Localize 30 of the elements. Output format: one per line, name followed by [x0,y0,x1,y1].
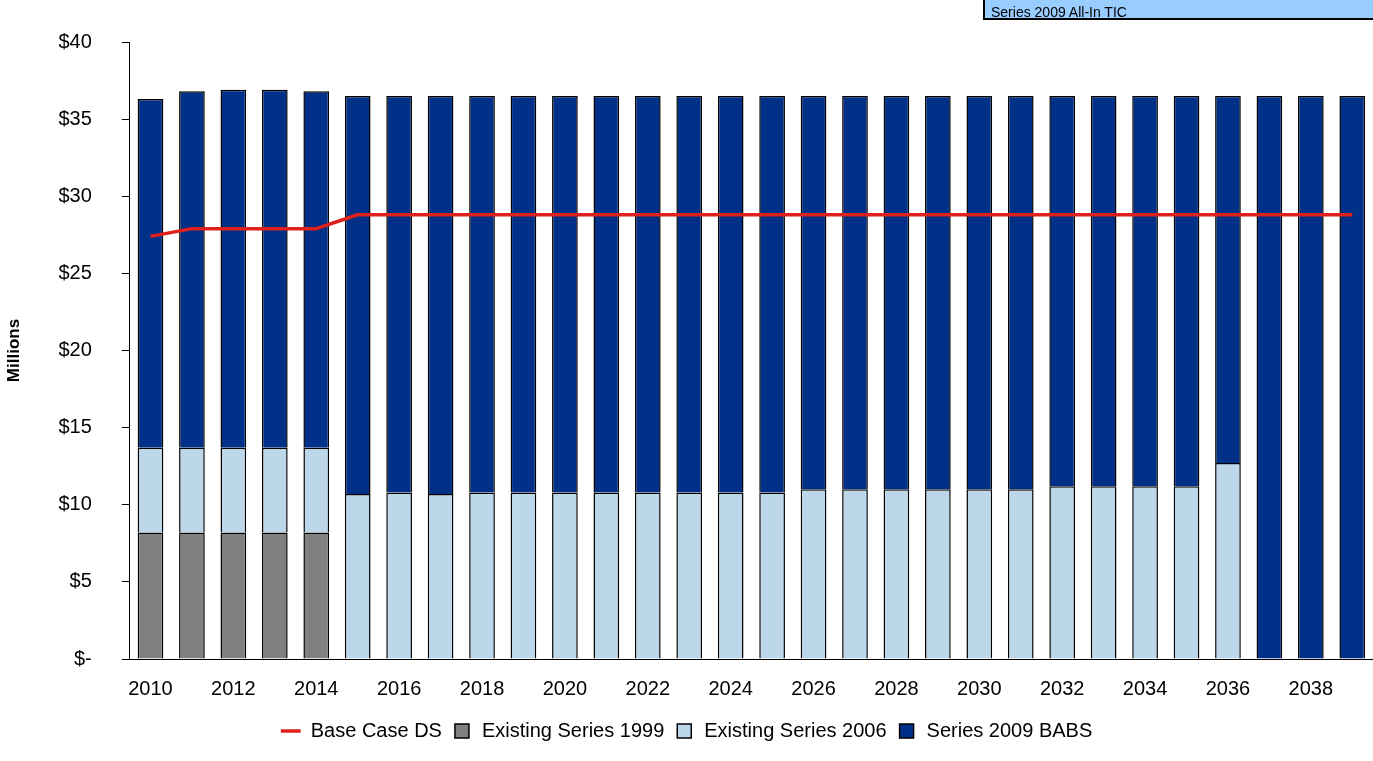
x-tick-label: 2036 [1205,676,1251,699]
legend-label: Base Case DS [310,718,442,741]
x-tick-label: 2016 [376,676,422,699]
legend-label: Series 2009 BABS [926,718,1093,741]
x-tick-label: 2026 [791,676,836,699]
legend-label: Existing Series 2006 [704,718,887,741]
y-axis-title: Millions [3,318,23,383]
x-tick-label: 2024 [708,676,753,699]
y-tick-label: $15 [58,415,92,438]
x-tick-label: 2018 [459,676,505,699]
text: Series 2009 All-In TIC [983,0,1373,20]
x-tick-label: 2032 [1039,676,1085,699]
y-tick-label: $40 [58,29,92,52]
x-tick-label: 2014 [294,676,339,699]
x-tick-label: 2020 [542,676,588,699]
x-tick-label: 2010 [128,676,173,699]
y-tick-label: $5 [69,569,92,592]
y-tick-label: $10 [58,492,92,515]
y-tick-label: $20 [58,338,92,361]
x-tick-label: 2028 [874,676,919,699]
x-tick-label: 2030 [957,676,1002,699]
x-tick-label: 2022 [625,676,671,699]
x-tick-label: 2012 [211,676,256,699]
legend-label: Existing Series 1999 [481,718,665,741]
y-tick-label: $- [73,646,92,669]
x-tick-label: 2038 [1288,676,1334,699]
y-tick-label: $30 [58,183,92,206]
x-tick-label: 2034 [1122,676,1168,699]
y-tick-label: $35 [58,106,92,129]
y-tick-label: $25 [58,260,92,283]
